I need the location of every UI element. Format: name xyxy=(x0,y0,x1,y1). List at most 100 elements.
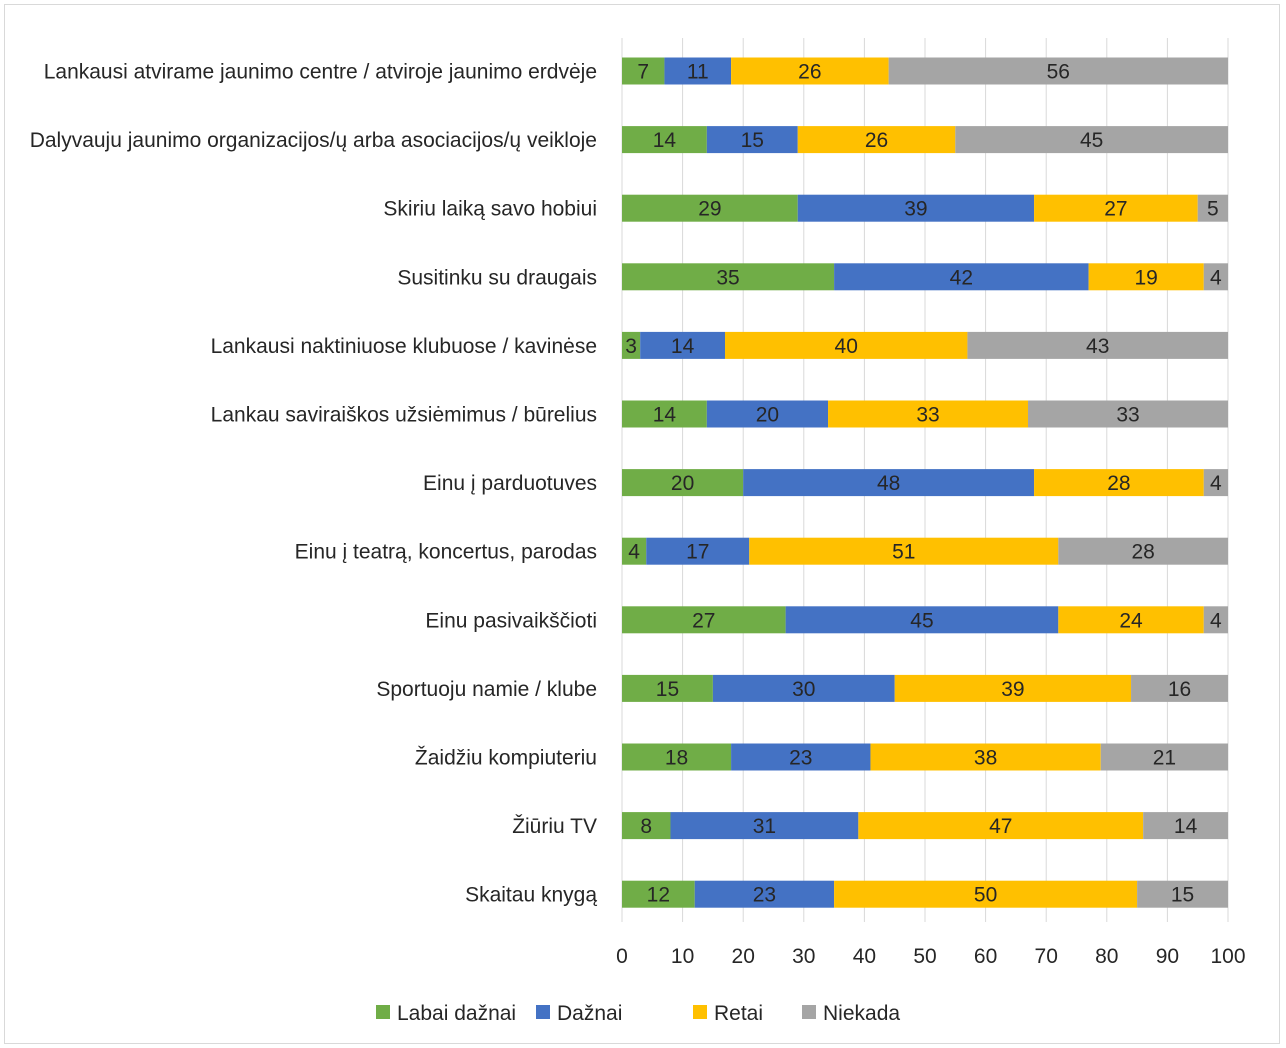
bar-segment xyxy=(670,812,859,840)
data-label: 7 xyxy=(637,61,649,84)
x-tick-label: 20 xyxy=(732,945,755,968)
bar-segment xyxy=(1088,263,1204,291)
data-label: 24 xyxy=(1119,609,1143,632)
bar-segment xyxy=(858,812,1144,840)
data-label: 33 xyxy=(1116,404,1139,427)
category-label: Einu pasivaikščioti xyxy=(425,609,597,632)
data-label: 26 xyxy=(798,61,821,84)
x-tick-label: 80 xyxy=(1095,945,1118,968)
x-tick-label: 10 xyxy=(671,945,694,968)
bar-segment xyxy=(1131,674,1228,702)
data-label: 26 xyxy=(865,129,888,152)
bar-segment xyxy=(785,606,1059,634)
bar-segment xyxy=(1137,880,1228,908)
category-label: Lankausi atvirame jaunimo centre / atvir… xyxy=(44,61,597,84)
bar-segment xyxy=(622,880,695,908)
data-label: 30 xyxy=(792,678,815,701)
category-label: Lankausi naktiniuose klubuose / kavinėse xyxy=(211,335,597,358)
chart-frame xyxy=(4,4,1280,1044)
bar-segment xyxy=(743,469,1035,497)
data-label: 19 xyxy=(1135,266,1158,289)
legend-item: Dažnai xyxy=(536,1002,622,1025)
bar-segment xyxy=(1058,606,1204,634)
data-label: 40 xyxy=(835,335,858,358)
legend-item: Retai xyxy=(693,1002,763,1025)
bar-segment xyxy=(622,674,713,702)
category-label: Einu į parduotuves xyxy=(423,472,597,495)
data-label: 43 xyxy=(1086,335,1109,358)
bar-segment xyxy=(1100,743,1228,771)
data-label: 56 xyxy=(1047,61,1070,84)
bar-segment xyxy=(706,400,829,428)
bar-segment xyxy=(1203,263,1228,291)
legend: Labai dažnai Dažnai Retai Niekada xyxy=(376,1002,900,1025)
data-label: 42 xyxy=(950,266,973,289)
x-tick-label: 30 xyxy=(792,945,815,968)
legend-swatch xyxy=(693,1005,707,1019)
category-label: Dalyvauju jaunimo organizacijos/ų arba a… xyxy=(30,129,597,152)
category-labels: Lankausi atvirame jaunimo centre / atvir… xyxy=(30,61,598,907)
bar-segment xyxy=(622,57,665,85)
bar-segment xyxy=(646,537,750,565)
data-label: 50 xyxy=(974,884,997,907)
bar-segment xyxy=(834,263,1089,291)
data-label: 27 xyxy=(692,609,715,632)
bar-segment xyxy=(622,606,786,634)
x-tick-label: 40 xyxy=(853,945,876,968)
category-label: Skiriu laiką savo hobiui xyxy=(383,198,597,221)
bar-segment xyxy=(1203,469,1228,497)
bar-segment xyxy=(888,57,1228,85)
data-label: 23 xyxy=(789,747,812,770)
data-label: 11 xyxy=(687,61,709,84)
data-label: 4 xyxy=(1210,472,1222,495)
bar-segment xyxy=(828,400,1029,428)
data-label: 14 xyxy=(671,335,695,358)
legend-label: Niekada xyxy=(823,1002,900,1025)
category-label: Sportuoju namie / klube xyxy=(376,678,597,701)
bar-segment xyxy=(640,331,726,359)
legend-label: Labai dažnai xyxy=(397,1002,516,1025)
data-label: 14 xyxy=(653,129,677,152)
data-label: 45 xyxy=(1080,129,1103,152)
data-label: 51 xyxy=(892,541,915,564)
x-tick-label: 70 xyxy=(1035,945,1058,968)
data-label: 12 xyxy=(647,884,670,907)
data-label: 28 xyxy=(1107,472,1130,495)
data-label: 15 xyxy=(656,678,679,701)
data-label: 17 xyxy=(686,541,709,564)
category-label: Susitinku su draugais xyxy=(397,266,597,289)
data-label: 20 xyxy=(756,404,779,427)
category-label: Einu į teatrą, koncertus, parodas xyxy=(295,541,597,564)
bar-segment xyxy=(1203,606,1228,634)
bar-segment xyxy=(834,880,1138,908)
data-label: 5 xyxy=(1207,198,1219,221)
bar-segment xyxy=(1143,812,1228,840)
data-label: 16 xyxy=(1168,678,1191,701)
bar-segment xyxy=(797,194,1035,222)
data-label: 48 xyxy=(877,472,900,495)
legend-item: Labai dažnai xyxy=(376,1002,516,1025)
data-label: 4 xyxy=(628,541,640,564)
bar-segment xyxy=(622,331,641,359)
data-label: 8 xyxy=(640,815,652,838)
x-tick-label: 90 xyxy=(1156,945,1179,968)
data-label: 15 xyxy=(741,129,764,152)
bar-segment xyxy=(622,812,671,840)
bar-segment xyxy=(712,674,895,702)
bar-segment xyxy=(622,400,707,428)
data-label: 4 xyxy=(1210,609,1222,632)
category-label: Žaidžiu kompiuteriu xyxy=(415,747,597,770)
bar-segment xyxy=(1034,194,1198,222)
bar-segment xyxy=(706,126,798,154)
data-label: 28 xyxy=(1131,541,1154,564)
bar-segment xyxy=(870,743,1101,771)
data-label: 27 xyxy=(1104,198,1127,221)
bar-segment xyxy=(731,743,871,771)
legend-swatch xyxy=(376,1005,390,1019)
bar-segment xyxy=(622,194,798,222)
legend-swatch xyxy=(536,1005,550,1019)
data-label: 14 xyxy=(1174,815,1198,838)
data-label: 4 xyxy=(1210,266,1222,289)
